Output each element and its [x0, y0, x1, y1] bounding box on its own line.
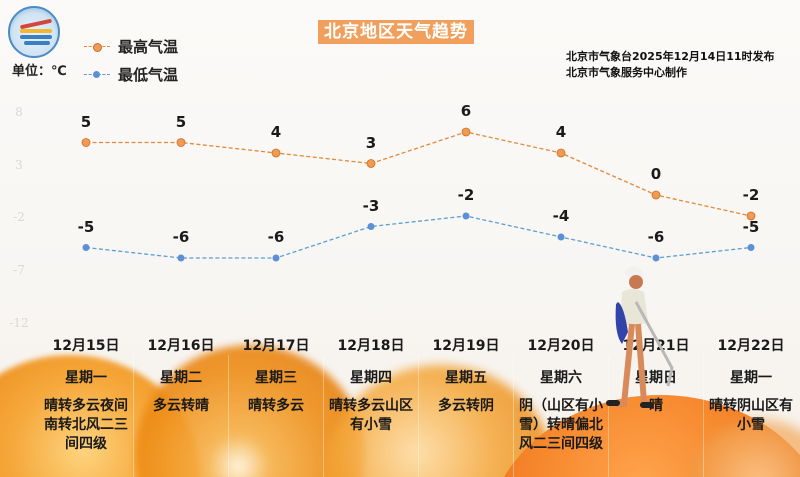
low-temp-marker [177, 254, 185, 262]
low-temp-value: -6 [267, 228, 285, 246]
column-divider [513, 355, 514, 477]
low-temp-value: -6 [172, 228, 190, 246]
low-temp-marker [747, 244, 755, 251]
day-date: 12月20日 [527, 338, 595, 354]
source-info: 北京市气象台2025年12月14日11时发布 北京市气象服务中心制作 [566, 49, 775, 81]
day-desc: 晴转多云 [248, 398, 304, 414]
legend-label-high: 最高气温 [118, 38, 179, 56]
low-temp-marker [652, 254, 660, 262]
day-desc: 晴转阴山区有小雪 [709, 398, 793, 433]
high-temp-value: 5 [80, 112, 92, 131]
low-temp-marker [272, 254, 280, 262]
high-temp-marker [461, 127, 471, 137]
day-desc: 晴 [649, 398, 663, 414]
low-temp-marker [82, 244, 90, 251]
column-divider [703, 355, 704, 477]
high-temp-marker [271, 148, 281, 158]
day-week: 星期二 [160, 370, 202, 386]
high-temp-marker [176, 138, 186, 147]
low-temp-value: -3 [362, 196, 380, 215]
meteorological-logo-icon [8, 6, 60, 58]
day-desc: 多云转阴 [438, 398, 494, 414]
high-temp-value: -2 [742, 186, 760, 204]
low-temp-marker [367, 223, 375, 230]
low-temp-marker [557, 233, 565, 241]
day-week: 星期一 [65, 370, 107, 386]
day-week: 星期四 [350, 370, 392, 386]
high-temp-markers [81, 127, 756, 221]
high-temp-value: 3 [365, 133, 377, 152]
day-date: 12月18日 [337, 338, 405, 354]
day-date: 12月16日 [147, 338, 215, 354]
high-temp-value: 6 [460, 102, 472, 120]
high-temp-value: 0 [650, 165, 662, 183]
source-line-2: 北京市气象服务中心制作 [566, 66, 687, 79]
high-temp-marker [556, 148, 566, 158]
day-week: 星期六 [540, 370, 582, 386]
day-date: 12月17日 [242, 338, 310, 354]
column-divider [418, 355, 419, 477]
y-tick: 3 [15, 158, 23, 172]
figurine-decoration [606, 266, 674, 409]
chart-title: 北京地区天气趋势 [318, 20, 474, 44]
orange-marker-icon [84, 42, 110, 52]
unit-label: 单位：℃ [12, 64, 67, 79]
high-temp-marker [81, 138, 91, 147]
column-divider [228, 355, 229, 477]
day-desc: 晴转多云夜间南转北风二三间四级 [44, 398, 128, 452]
day-date: 12月19日 [432, 338, 500, 354]
blue-marker-icon [84, 70, 110, 80]
high-temp-marker [366, 159, 376, 168]
column-divider [323, 355, 324, 477]
y-tick: -12 [9, 316, 29, 330]
legend-item-low: 最低气温 [84, 64, 178, 85]
high-temp-value: 4 [555, 123, 567, 141]
day-desc: 阴（山区有小雪）转晴偏北风二三间四级 [519, 398, 603, 452]
y-tick: 8 [15, 105, 23, 119]
legend-item-high: 最高气温 [84, 36, 178, 57]
high-temp-line [86, 131, 752, 217]
column-divider [133, 355, 134, 477]
legend-label-low: 最低气温 [118, 66, 179, 84]
day-week: 星期日 [635, 370, 677, 386]
low-temp-value: -5 [742, 217, 760, 236]
low-temp-value: -6 [647, 228, 665, 246]
low-temp-value: -4 [552, 207, 570, 225]
day-desc: 多云转晴 [153, 398, 209, 414]
low-temp-value: -5 [77, 217, 95, 236]
day-week: 星期五 [445, 370, 487, 386]
low-temp-value: -2 [457, 186, 475, 204]
low-temp-markers [82, 212, 755, 262]
high-temp-value: 4 [270, 123, 282, 141]
day-date: 12月15日 [52, 338, 120, 354]
source-line-1: 北京市气象台2025年12月14日11时发布 [566, 50, 775, 63]
high-temp-value: 5 [175, 112, 187, 131]
high-temp-marker [746, 211, 756, 221]
day-desc: 晴转多云山区有小雪 [329, 398, 413, 433]
day-date: 12月22日 [717, 338, 785, 354]
day-week: 星期三 [255, 370, 297, 386]
low-temp-line [85, 215, 752, 259]
day-week: 星期一 [730, 370, 772, 386]
low-temp-marker [462, 212, 470, 220]
column-divider [608, 355, 609, 477]
y-tick: -7 [13, 263, 25, 277]
y-tick: -2 [13, 210, 25, 224]
high-temp-marker [651, 190, 661, 200]
